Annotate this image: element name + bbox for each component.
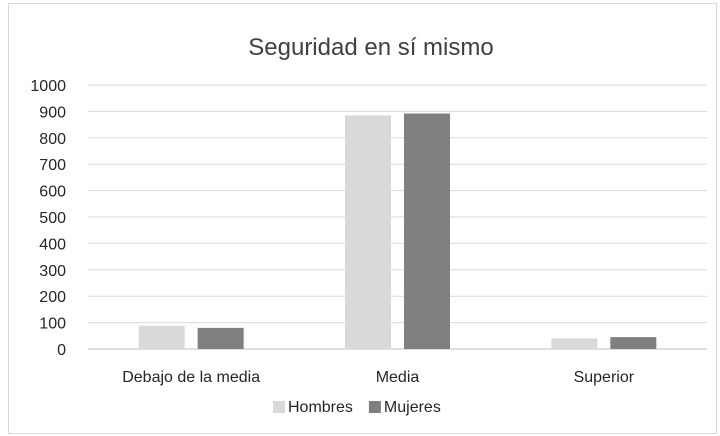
legend-label-mujeres: Mujeres xyxy=(384,399,441,416)
y-tick-label: 100 xyxy=(39,316,66,333)
legend-swatch-hombres xyxy=(273,401,285,413)
bar-mujeres-2 xyxy=(610,337,657,349)
legend-swatch-mujeres xyxy=(368,401,381,413)
x-category-label: Superior xyxy=(574,369,635,386)
legend: Hombres Mujeres xyxy=(273,399,441,416)
chart-title: Seguridad en sí mismo xyxy=(248,34,493,61)
bar-hombres-1 xyxy=(345,115,391,349)
bar-mujeres-1 xyxy=(404,113,450,350)
bar-hombres-0 xyxy=(138,325,185,349)
y-tick-label: 600 xyxy=(39,184,66,201)
y-tick-label: 200 xyxy=(39,289,66,306)
x-axis-category-labels: Debajo de la media Media Superior xyxy=(122,369,635,386)
y-tick-label: 0 xyxy=(57,342,66,359)
x-category-label: Media xyxy=(376,369,420,386)
bar-hombres-2 xyxy=(551,338,598,349)
y-tick-label: 800 xyxy=(39,131,66,148)
y-tick-label: 700 xyxy=(39,157,66,174)
x-category-label: Debajo de la media xyxy=(122,369,260,386)
y-tick-label: 300 xyxy=(39,263,66,280)
y-tick-label: 500 xyxy=(39,210,66,227)
y-tick-label: 900 xyxy=(39,104,66,121)
bars xyxy=(138,113,657,350)
bar-mujeres-0 xyxy=(197,327,244,349)
legend-label-hombres: Hombres xyxy=(288,399,353,416)
y-tick-label: 400 xyxy=(39,236,66,253)
gridlines xyxy=(88,84,707,350)
y-axis-tick-labels: 0 100 200 300 400 500 600 700 800 900 1000 xyxy=(30,78,66,359)
y-tick-label: 1000 xyxy=(30,78,66,95)
